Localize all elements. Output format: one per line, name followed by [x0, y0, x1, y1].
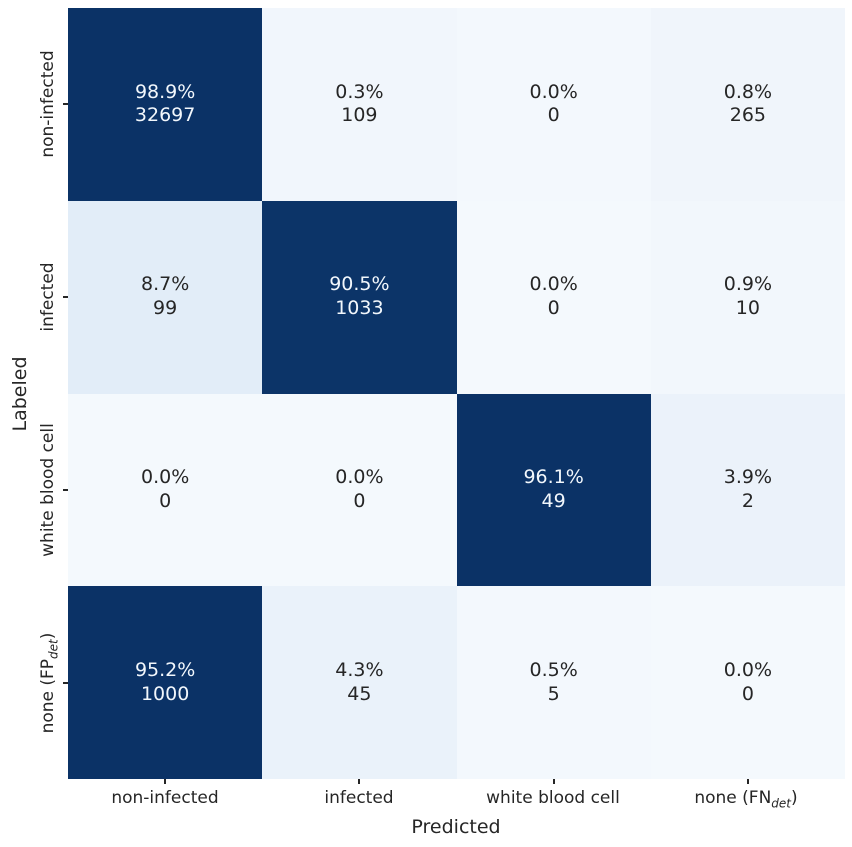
y-tick-label: white blood cell — [38, 423, 58, 557]
cell-count: 49 — [541, 489, 566, 512]
cell-count: 99 — [153, 297, 178, 320]
cell-percent: 0.5% — [529, 658, 578, 681]
x-tickmark — [747, 779, 749, 784]
x-tick-label: infected — [324, 788, 394, 808]
x-tickmark — [358, 779, 360, 784]
cell-r2c3: 3.9% 2 — [650, 393, 845, 587]
y-tick-label-end: ) — [38, 632, 58, 640]
x-tick-label: white blood cell — [486, 788, 620, 808]
cell-count: 0 — [741, 682, 754, 705]
y-tick-label-sub: det — [46, 639, 61, 659]
cell-count: 0 — [547, 104, 560, 127]
cell-percent: 0.0% — [335, 466, 384, 489]
cell-r1c0: 8.7% 99 — [68, 200, 263, 394]
cell-count: 1033 — [335, 297, 384, 320]
cell-count: 32697 — [134, 104, 196, 127]
cell-r3c2: 0.5% 5 — [456, 586, 651, 779]
cell-percent: 96.1% — [523, 466, 584, 489]
cell-count: 5 — [547, 682, 560, 705]
cell-r2c2: 96.1% 49 — [456, 393, 651, 587]
cell-r0c3: 0.8% 265 — [650, 8, 845, 201]
x-tickmark — [553, 779, 555, 784]
y-tickmark — [63, 682, 68, 684]
cell-percent: 0.0% — [723, 658, 773, 681]
cell-count: 45 — [347, 682, 372, 705]
y-tick-label: non-infected — [38, 50, 58, 158]
cell-r2c1: 0.0% 0 — [262, 393, 457, 587]
cell-percent: 0.9% — [723, 273, 773, 296]
y-tick-label: infected — [38, 262, 58, 332]
y-axis-label-text: Labeled — [9, 356, 31, 432]
cell-count: 0 — [547, 297, 560, 320]
cell-percent: 3.9% — [723, 466, 773, 489]
cell-percent: 0.8% — [723, 80, 773, 103]
heatmap-plot-area: 98.9% 32697 0.3% 109 0.0% 0 0.8% 265 8.7% 99 … — [68, 8, 845, 779]
cell-r1c3: 0.9% 10 — [650, 200, 845, 394]
cell-count: 0 — [159, 489, 172, 512]
cell-percent: 4.3% — [335, 658, 384, 681]
y-tick-label: none (FP — [38, 658, 58, 734]
cell-r3c1: 4.3% 45 — [262, 586, 457, 779]
y-tickmark — [63, 103, 68, 105]
x-tick-label-end: ) — [791, 788, 798, 808]
cell-percent: 0.3% — [335, 80, 384, 103]
y-tickmark — [63, 296, 68, 298]
cell-r0c1: 0.3% 109 — [262, 8, 457, 201]
cell-percent: 95.2% — [134, 658, 196, 681]
cell-count: 10 — [735, 297, 760, 320]
cell-r2c0: 0.0% 0 — [68, 393, 263, 587]
cell-count: 2 — [741, 489, 754, 512]
cell-percent: 0.0% — [529, 80, 578, 103]
cell-r3c3: 0.0% 0 — [650, 586, 845, 779]
cell-percent: 98.9% — [134, 80, 196, 103]
cell-r0c0: 98.9% 32697 — [68, 8, 263, 201]
x-tick-label-sub: det — [771, 796, 792, 811]
cell-count: 0 — [353, 489, 366, 512]
cell-percent: 90.5% — [329, 273, 390, 296]
cell-percent: 0.0% — [529, 273, 578, 296]
cell-r0c2: 0.0% 0 — [456, 8, 651, 201]
y-tickmark — [63, 489, 68, 491]
x-tickmark — [164, 779, 166, 784]
cell-r3c0: 95.2% 1000 — [68, 586, 263, 779]
cell-percent: 0.0% — [140, 466, 190, 489]
cell-count: 1000 — [140, 682, 190, 705]
x-tick-label: none (FN — [694, 788, 772, 808]
cell-count: 265 — [729, 104, 766, 127]
cell-r1c2: 0.0% 0 — [456, 200, 651, 394]
cell-percent: 8.7% — [140, 273, 190, 296]
cell-r1c1: 90.5% 1033 — [262, 200, 457, 394]
x-tick-label: non-infected — [111, 788, 219, 808]
cell-count: 109 — [341, 104, 378, 127]
x-axis-label-text: Predicted — [411, 816, 501, 838]
